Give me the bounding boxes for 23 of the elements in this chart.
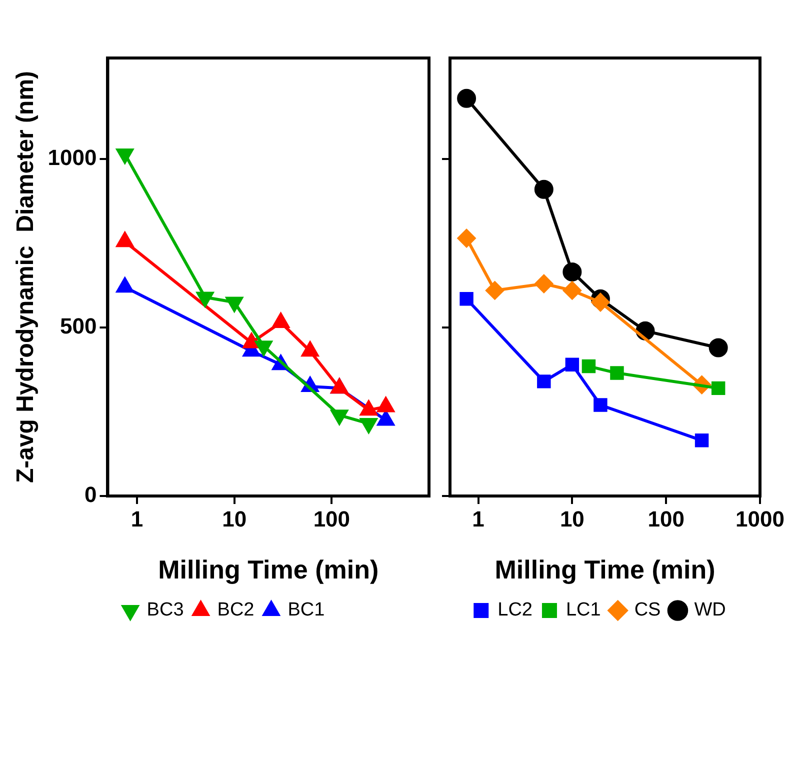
x-tick-label: 100 bbox=[313, 506, 350, 532]
x-tick-label: 100 bbox=[648, 506, 684, 532]
legend-label: LC1 bbox=[566, 600, 601, 621]
x-tick-label: 10 bbox=[560, 506, 584, 532]
x-axis-title: Milling Time (min) bbox=[494, 554, 716, 585]
point bbox=[300, 340, 320, 357]
legend-label: LC2 bbox=[498, 600, 532, 621]
y-tick-label: 1000 bbox=[48, 145, 97, 170]
x-tick-label: 1 bbox=[472, 506, 484, 532]
y-tick-label: 500 bbox=[60, 314, 97, 339]
y-axis-title: Z-avg Hydrodynamic Diameter (nm) bbox=[12, 70, 40, 484]
x-tick-label: 1 bbox=[130, 506, 144, 532]
point bbox=[360, 400, 378, 416]
y-tick-label: 0 bbox=[84, 482, 97, 508]
legend-label: BC2 bbox=[217, 600, 254, 621]
legend-label: BC1 bbox=[288, 600, 325, 621]
legend-label: WD bbox=[694, 600, 726, 621]
legend-label: CS bbox=[634, 600, 661, 621]
point bbox=[272, 312, 290, 328]
x-axis-title: Milling Time (min) bbox=[158, 554, 379, 585]
x-tick-label: 10 bbox=[222, 506, 247, 532]
legend-label: BC3 bbox=[146, 600, 184, 621]
x-tick-label: 1000 bbox=[736, 506, 784, 532]
